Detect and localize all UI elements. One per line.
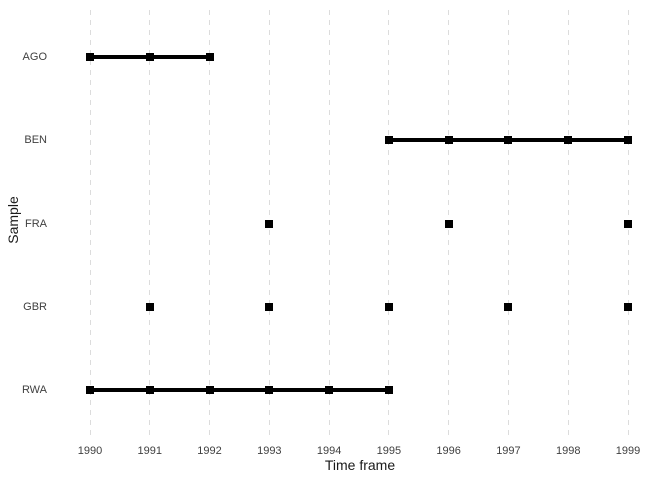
x-tick-label: 1990: [77, 445, 103, 457]
data-point-marker: [145, 386, 154, 394]
x-tick-label: 1997: [496, 445, 521, 457]
gridline: [149, 10, 151, 437]
y-axis-title: Sample: [5, 196, 21, 244]
data-point-marker: [265, 386, 274, 394]
range-segment: [90, 388, 389, 392]
data-point-marker: [86, 386, 94, 394]
x-tick-label: 1996: [436, 445, 461, 457]
data-point-marker: [384, 386, 393, 394]
data-point-marker: [444, 136, 453, 145]
y-category-label: FRA: [25, 217, 47, 230]
x-tick-label: 1991: [137, 445, 162, 457]
data-point-marker: [504, 302, 513, 311]
data-point-marker: [384, 136, 393, 145]
x-tick-label: 1995: [376, 445, 402, 457]
gridline: [507, 10, 509, 437]
data-point-marker: [205, 386, 214, 394]
gridline: [89, 10, 91, 437]
gridline: [388, 10, 390, 437]
data-point-marker: [325, 386, 334, 394]
y-category-label: RWA: [21, 384, 47, 396]
x-tick-label: 1998: [555, 445, 581, 457]
data-point-marker: [384, 302, 393, 311]
data-point-marker: [624, 219, 632, 228]
data-point-marker: [564, 136, 573, 145]
y-category-label: GBR: [23, 300, 47, 313]
gridline: [567, 10, 569, 437]
data-point-marker: [624, 302, 632, 311]
gridline: [328, 10, 330, 437]
data-point-marker: [624, 136, 632, 145]
data-point-marker: [86, 53, 94, 61]
y-category-label: BEN: [24, 134, 47, 147]
x-tick-label: 1993: [257, 445, 282, 457]
gridline: [209, 10, 211, 437]
x-tick-label: 1992: [197, 445, 222, 457]
data-point-marker: [205, 53, 214, 61]
x-tick-label: 1999: [615, 445, 641, 457]
data-point-marker: [145, 302, 154, 311]
data-point-marker: [265, 302, 274, 311]
data-point-marker: [444, 219, 453, 228]
x-axis-title: Time frame: [324, 457, 396, 473]
data-point-marker: [504, 136, 513, 145]
data-point-marker: [265, 219, 274, 228]
y-category-label: AGO: [22, 51, 47, 63]
data-point-marker: [145, 53, 154, 61]
x-tick-label: 1994: [316, 445, 342, 457]
